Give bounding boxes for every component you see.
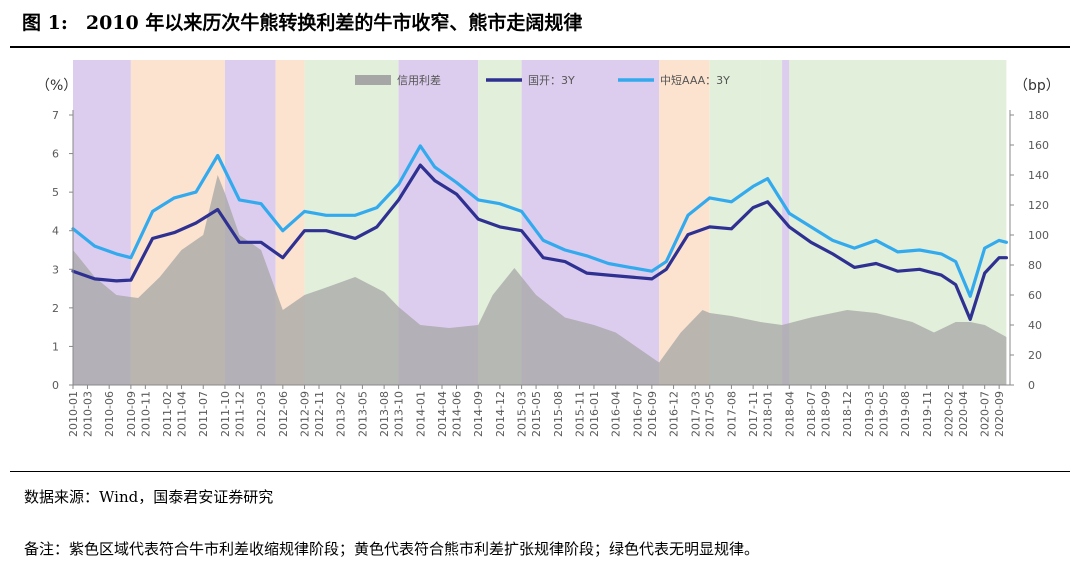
legend-label: 国开：3Y (528, 74, 575, 87)
x-tick-label: 2010-03 (81, 391, 94, 437)
x-tick-label: 2017-11 (747, 391, 760, 437)
x-tick-label: 2013-08 (378, 391, 391, 437)
x-tick-label: 2013-05 (356, 391, 369, 437)
right-tick-label: 160 (1028, 139, 1049, 152)
legend-label: 中短AAA：3Y (660, 73, 730, 87)
credit-spread-area (73, 175, 1007, 385)
note-text: 备注：紫色区域代表符合牛市利差收缩规律阶段；黄色代表符合熊市利差扩张规律阶段；绿… (24, 540, 760, 558)
x-tick-label: 2014-01 (414, 391, 427, 437)
x-tick-label: 2014-04 (436, 391, 449, 437)
series-line-cdb-3y (71, 163, 1008, 321)
right-tick-label: 40 (1028, 319, 1042, 332)
x-tick-label: 2017-03 (689, 391, 702, 437)
x-tick-label: 2019-05 (877, 391, 890, 437)
right-tick-label: 120 (1028, 199, 1049, 212)
title-rule (10, 46, 1070, 48)
x-tick-label: 2013-02 (335, 391, 348, 437)
x-tick-label: 2015-05 (530, 391, 543, 437)
x-tick-label: 2017-08 (725, 391, 738, 437)
x-tick-label: 2016-01 (588, 391, 601, 437)
right-axis-unit: （bp） (1014, 78, 1060, 94)
x-tick-label: 2018-09 (819, 391, 832, 437)
x-tick-label: 2018-07 (805, 391, 818, 437)
x-tick-label: 2010-11 (139, 391, 152, 437)
x-tick-label: 2016-04 (610, 391, 623, 437)
source-text: 数据来源：Wind，国泰君安证券研究 (24, 488, 274, 506)
legend-label: 信用利差 (397, 73, 441, 87)
x-tick-label: 2018-01 (762, 391, 775, 437)
x-tick-label: 2016-09 (646, 391, 659, 437)
x-tick-label: 2011-12 (233, 391, 246, 437)
right-tick-label: 180 (1028, 109, 1049, 122)
x-tick-label: 2012-06 (277, 391, 290, 437)
left-tick-label: 2 (52, 302, 59, 315)
x-tick-label: 2018-12 (841, 391, 854, 437)
x-tick-label: 2020-04 (957, 391, 970, 437)
x-tick-label: 2011-07 (197, 391, 210, 437)
x-tick-label: 2011-04 (176, 391, 189, 437)
left-tick-label: 7 (52, 109, 59, 122)
right-tick-label: 20 (1028, 349, 1042, 362)
x-tick-label: 2018-04 (783, 391, 796, 437)
right-tick-label: 100 (1028, 229, 1049, 242)
left-tick-label: 0 (52, 379, 59, 392)
left-tick-label: 5 (52, 186, 59, 199)
left-axis-unit: （%） (36, 78, 77, 94)
x-tick-label: 2020-07 (979, 391, 992, 437)
left-tick-label: 3 (52, 263, 59, 276)
x-tick-label: 2014-12 (494, 391, 507, 437)
x-tick-label: 2019-08 (899, 391, 912, 437)
source-rule (10, 471, 1070, 472)
figure-title-text: 2010 年以来历次牛熊转换利差的牛市收窄、熊市走阔规律 (85, 12, 583, 34)
x-tick-label: 2015-08 (552, 391, 565, 437)
right-tick-label: 0 (1028, 379, 1035, 392)
x-tick-label: 2019-03 (863, 391, 876, 437)
figure-title: 图 1: 2010 年以来历次牛熊转换利差的牛市收窄、熊市走阔规律 (22, 8, 582, 35)
right-tick-label: 80 (1028, 259, 1042, 272)
x-tick-label: 2012-09 (299, 391, 312, 437)
yield-lines (71, 144, 1008, 321)
x-tick-label: 2014-09 (472, 391, 485, 437)
left-tick-label: 1 (52, 340, 59, 353)
right-tick-label: 140 (1028, 169, 1049, 182)
series-line-aaa-3y (71, 144, 1008, 298)
left-tick-label: 6 (52, 148, 59, 161)
regime-band-none (760, 60, 783, 385)
x-tick-label: 2010-09 (125, 391, 138, 437)
figure-number: 图 1: (22, 12, 68, 34)
x-tick-label: 2010-01 (67, 391, 80, 437)
x-tick-label: 2015-03 (516, 391, 529, 437)
x-tick-label: 2010-06 (103, 391, 116, 437)
x-tick-label: 2015-11 (573, 391, 586, 437)
x-tick-label: 2012-11 (313, 391, 326, 437)
right-tick-label: 60 (1028, 289, 1042, 302)
x-tick-label: 2016-07 (631, 391, 644, 437)
x-tick-label: 2020-02 (942, 391, 955, 437)
x-tick-label: 2016-12 (668, 391, 681, 437)
series-area-credit-spread (73, 175, 1007, 385)
x-tick-label: 2011-10 (219, 391, 232, 437)
legend-swatch-area (355, 75, 391, 85)
x-tick-label: 2014-06 (450, 391, 463, 437)
x-tick-label: 2020-09 (993, 391, 1006, 437)
x-tick-label: 2017-05 (704, 391, 717, 437)
x-tick-label: 2019-11 (921, 391, 934, 437)
left-tick-label: 4 (52, 225, 59, 238)
x-tick-label: 2012-03 (255, 391, 268, 437)
x-tick-label: 2013-10 (393, 391, 406, 437)
x-tick-label: 2011-02 (161, 391, 174, 437)
legend: 信用利差 国开：3Y 中短AAA：3Y (355, 73, 730, 87)
